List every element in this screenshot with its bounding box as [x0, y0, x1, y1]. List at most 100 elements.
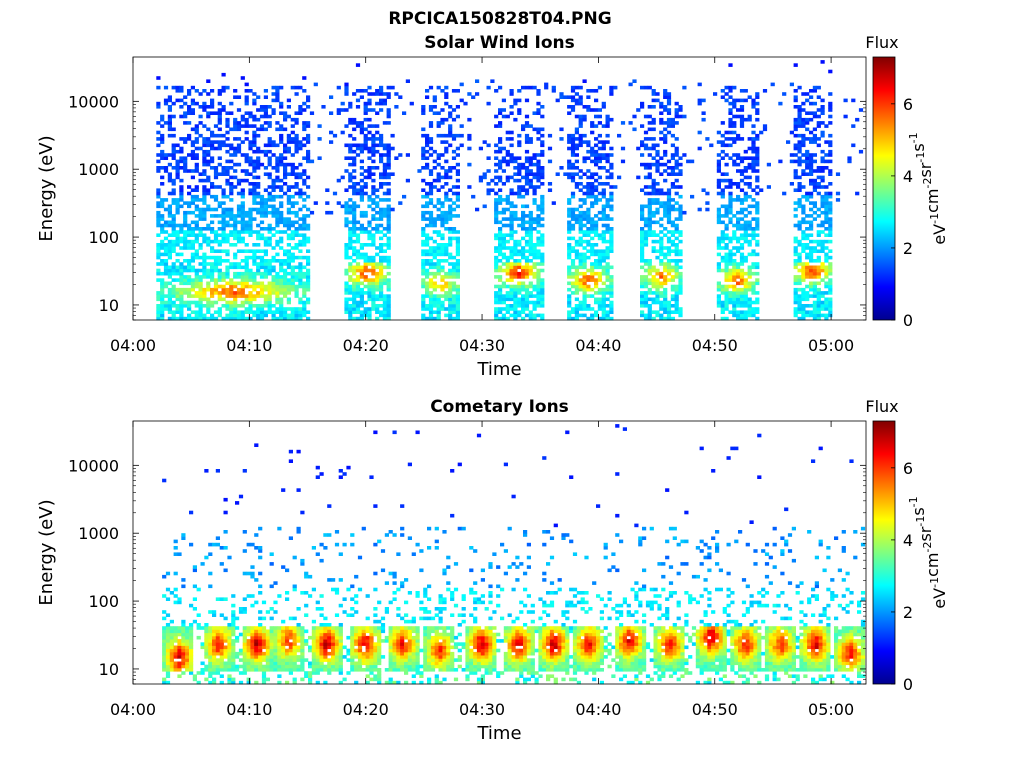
heatmap-cell [386, 95, 391, 99]
heatmap-cell [655, 310, 660, 314]
heatmap-cell [666, 92, 672, 96]
heatmap-cell [747, 300, 752, 305]
heatmap-cell [812, 265, 817, 270]
heatmap-cell [240, 191, 245, 196]
heatmap-cell [263, 239, 268, 244]
heatmap-cell [160, 271, 165, 276]
heatmap-cell [290, 268, 295, 273]
heatmap-cell [263, 153, 268, 157]
heatmap-cell [736, 275, 741, 279]
heatmap-cell [240, 313, 245, 318]
heatmap-cell [605, 204, 610, 209]
heatmap-cell [225, 316, 230, 321]
heatmap-cell [732, 300, 737, 305]
heatmap-cell [162, 664, 167, 669]
heatmap-cell [793, 146, 798, 151]
heatmap-cell [517, 140, 522, 144]
heatmap-cell [824, 246, 829, 250]
heatmap-cell [755, 243, 760, 247]
heatmap-cell [816, 304, 821, 308]
heatmap-cell [601, 316, 606, 321]
heatmap-cell [444, 243, 449, 247]
heatmap-cell [181, 645, 186, 650]
heatmap-cell [601, 210, 606, 215]
heatmap-cell [225, 287, 230, 292]
heatmap-cell [386, 162, 391, 167]
heatmap-cell [601, 207, 606, 212]
heatmap-cell [194, 169, 199, 173]
heatmap-cell [352, 149, 357, 154]
heatmap-cell [651, 127, 656, 132]
heatmap-cell [605, 284, 610, 289]
heatmap-cell [275, 95, 280, 99]
heatmap-cell [290, 185, 295, 189]
heatmap-cell [674, 236, 679, 241]
heatmap-cell [486, 156, 491, 160]
heatmap-cell [428, 291, 434, 295]
heatmap-cell [167, 291, 172, 295]
heatmap-cell [666, 278, 672, 282]
heatmap-cell [206, 114, 211, 119]
heatmap-cell [302, 239, 307, 244]
heatmap-cell [582, 294, 587, 298]
heatmap-cell [382, 297, 387, 302]
heatmap-cell [190, 201, 195, 205]
heatmap-cell [344, 210, 349, 215]
heatmap-cell [663, 149, 668, 154]
heatmap-cell [498, 178, 503, 183]
heatmap-cell [348, 239, 353, 244]
heatmap-cell [716, 153, 721, 157]
heatmap-cell [809, 252, 814, 257]
heatmap-cell [382, 310, 387, 314]
heatmap-cell [567, 313, 572, 318]
heatmap-cell [271, 265, 276, 270]
heatmap-cell [286, 220, 291, 225]
heatmap-cell [187, 210, 192, 215]
heatmap-cell [674, 201, 679, 205]
heatmap-cell [221, 140, 226, 144]
heatmap-cell [455, 268, 460, 273]
colorbar-label: eV-1cm-2sr-1s-1 [907, 132, 949, 244]
heatmap-cell [171, 310, 176, 314]
heatmap-cell [436, 300, 441, 305]
heatmap-cell [181, 536, 186, 540]
heatmap-cell [755, 149, 760, 154]
heatmap-cell [363, 105, 368, 109]
heatmap-cell [294, 284, 299, 289]
heatmap-cell [816, 108, 821, 112]
heatmap-cell [371, 124, 376, 128]
heatmap-cell [160, 223, 165, 228]
heatmap-cell [294, 185, 299, 189]
heatmap-cell [206, 159, 211, 164]
heatmap-cell [674, 223, 679, 228]
heatmap-cell [177, 651, 182, 656]
heatmap-cell [567, 304, 572, 308]
heatmap-cell [286, 284, 291, 289]
heatmap-cell [793, 89, 798, 93]
heatmap-cell [229, 278, 234, 282]
heatmap-cell [536, 172, 541, 176]
heatmap-cell [739, 117, 745, 122]
heatmap-cell [198, 210, 203, 215]
heatmap-cell [259, 108, 265, 112]
heatmap-cell [386, 188, 391, 192]
heatmap-cell [225, 194, 230, 199]
heatmap-cell [793, 172, 798, 176]
heatmap-cell [325, 201, 330, 205]
heatmap-cell [259, 114, 265, 119]
heatmap-cell [202, 262, 207, 266]
heatmap-cell [163, 169, 169, 173]
heatmap-cell [559, 127, 564, 132]
heatmap-cell [198, 172, 203, 176]
heatmap-cell [828, 278, 833, 282]
heatmap-cell [666, 246, 672, 250]
heatmap-cell [169, 619, 174, 624]
heatmap-cell [240, 300, 245, 305]
heatmap-cell [805, 271, 810, 276]
heatmap-cell [421, 178, 426, 183]
heatmap-cell [206, 149, 211, 154]
heatmap-cell [594, 281, 599, 286]
heatmap-cell [747, 223, 752, 228]
heatmap-cell [194, 284, 199, 289]
heatmap-cell [536, 137, 541, 141]
